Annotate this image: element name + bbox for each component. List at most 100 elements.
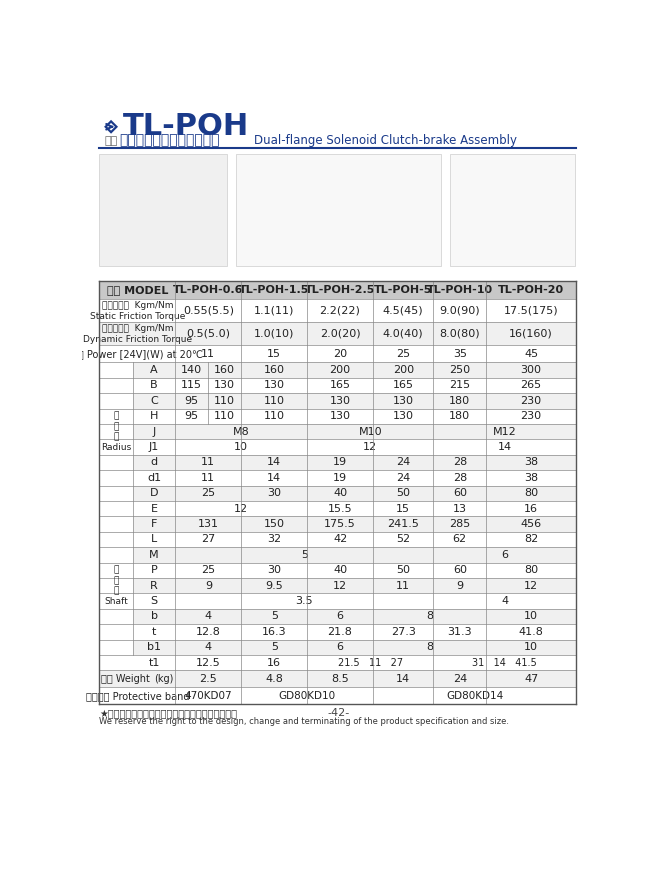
Text: 30: 30 (267, 488, 281, 498)
Bar (486, 323, 576, 346)
Bar (241, 362, 307, 378)
Text: F: F (151, 519, 158, 530)
Bar (175, 670, 241, 687)
Text: R: R (150, 581, 158, 590)
Text: 5: 5 (301, 550, 308, 560)
Bar (241, 455, 307, 470)
Text: 靜摩擦轉矩  Kgm/Nm
Static Friction Torque: 靜摩擦轉矩 Kgm/Nm Static Friction Torque (90, 301, 185, 321)
Text: 14: 14 (267, 473, 281, 483)
Text: 470KD07: 470KD07 (185, 691, 232, 701)
Bar (132, 455, 175, 470)
Bar (175, 346, 241, 362)
Text: 110: 110 (264, 411, 285, 421)
Bar (434, 424, 576, 439)
Bar (434, 516, 486, 532)
Bar (241, 346, 307, 362)
Bar (152, 670, 175, 687)
Bar (307, 362, 373, 378)
Bar (486, 516, 576, 532)
Text: 型號 MODEL: 型號 MODEL (107, 285, 168, 295)
Bar (175, 409, 208, 424)
Bar (175, 393, 208, 409)
Bar (307, 280, 373, 299)
Text: 115: 115 (181, 381, 202, 391)
Polygon shape (104, 120, 118, 134)
Bar (208, 393, 241, 409)
Text: 14: 14 (498, 442, 512, 452)
Bar (434, 655, 576, 670)
Bar (100, 299, 175, 323)
Text: 50: 50 (396, 565, 410, 575)
Bar (307, 563, 373, 578)
Text: C: C (150, 396, 158, 406)
Text: 5: 5 (271, 642, 277, 652)
Text: 4: 4 (205, 611, 212, 622)
Bar (486, 393, 576, 409)
Text: 12.5: 12.5 (196, 658, 221, 668)
Text: 95: 95 (185, 411, 199, 421)
Text: 160: 160 (264, 365, 285, 375)
Text: 21.5   11   27: 21.5 11 27 (337, 658, 403, 668)
Bar (175, 424, 307, 439)
Bar (241, 409, 307, 424)
Bar (241, 323, 307, 346)
Bar (307, 655, 434, 670)
Text: 6: 6 (337, 642, 343, 652)
Text: 42: 42 (333, 535, 347, 545)
Text: M: M (149, 550, 159, 560)
Bar (434, 593, 576, 608)
Text: 8.5: 8.5 (331, 674, 349, 684)
Text: 110: 110 (214, 396, 235, 406)
Bar (132, 563, 175, 578)
Text: M8: M8 (233, 426, 250, 436)
Text: 12: 12 (363, 442, 378, 452)
Bar (132, 593, 175, 608)
Text: 雙法蘭電磁離合、煞車器組: 雙法蘭電磁離合、煞車器組 (119, 134, 220, 148)
Bar (373, 378, 434, 393)
Bar (486, 670, 576, 687)
Text: 140: 140 (181, 365, 202, 375)
Text: 10: 10 (524, 611, 538, 622)
Bar (132, 424, 175, 439)
Bar (132, 362, 175, 378)
Text: 31   14   41.5: 31 14 41.5 (473, 658, 537, 668)
Bar (434, 409, 486, 424)
Text: -42-: -42- (327, 708, 349, 718)
Bar (208, 409, 241, 424)
Text: J: J (152, 426, 156, 436)
Text: t: t (152, 627, 156, 637)
Text: 12.8: 12.8 (196, 627, 221, 637)
Text: 27.3: 27.3 (391, 627, 416, 637)
Text: 16: 16 (524, 504, 538, 513)
Bar (175, 563, 241, 578)
Text: 21.8: 21.8 (328, 627, 353, 637)
Text: 215: 215 (449, 381, 471, 391)
Bar (434, 393, 486, 409)
Bar (175, 532, 241, 547)
Text: 241.5: 241.5 (387, 519, 419, 530)
Text: 60: 60 (453, 565, 467, 575)
Text: 11: 11 (201, 473, 215, 483)
Text: M12: M12 (493, 426, 517, 436)
Bar (175, 625, 241, 640)
Bar (307, 578, 373, 593)
Text: 175.5: 175.5 (324, 519, 356, 530)
Text: 6: 6 (337, 611, 343, 622)
Text: 52: 52 (396, 535, 411, 545)
Bar (307, 625, 373, 640)
Text: 32: 32 (267, 535, 281, 545)
Text: H: H (150, 411, 158, 421)
Text: 軸
方
向
Shaft: 軸 方 向 Shaft (104, 565, 128, 606)
Text: 12: 12 (234, 504, 248, 513)
Bar (307, 470, 373, 486)
Bar (486, 578, 576, 593)
Bar (434, 563, 486, 578)
Bar (307, 640, 373, 655)
Text: 0.55(5.5): 0.55(5.5) (183, 306, 234, 315)
Text: 台菱: 台菱 (104, 135, 117, 146)
Text: 19: 19 (333, 458, 347, 468)
Bar (373, 501, 434, 516)
Bar (434, 455, 486, 470)
Bar (486, 455, 576, 470)
Text: 16(160): 16(160) (509, 329, 553, 339)
